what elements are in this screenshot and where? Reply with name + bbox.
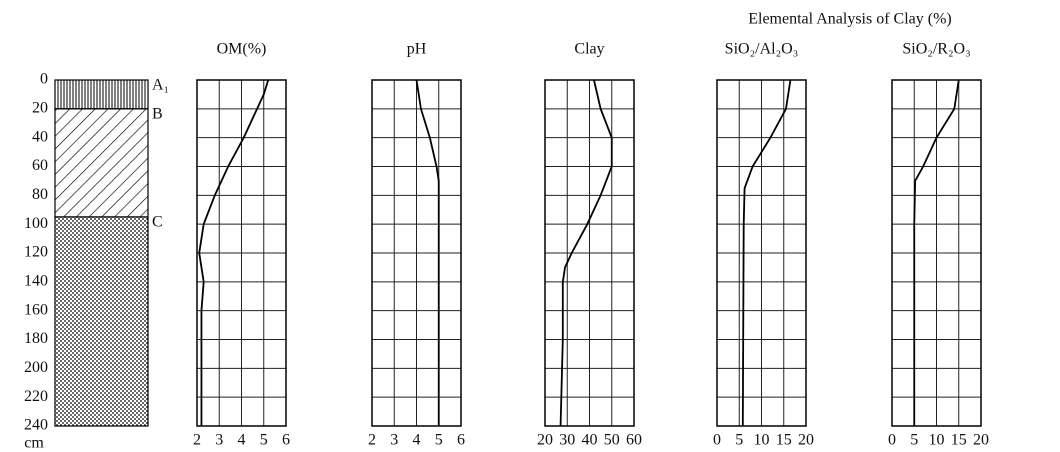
y-tick-label: 140 xyxy=(24,273,48,290)
profile-line xyxy=(415,79,440,426)
y-tick-label: 80 xyxy=(32,186,48,203)
x-tick-label: 15 xyxy=(776,432,792,449)
y-unit: cm xyxy=(24,435,44,452)
x-tick-label: 6 xyxy=(457,432,465,449)
x-tick-label: 5 xyxy=(260,432,268,449)
profile-line xyxy=(559,79,613,427)
x-tick-label: 3 xyxy=(390,432,398,449)
x-tick-label: 15 xyxy=(951,432,967,449)
y-tick-label: 160 xyxy=(24,301,48,318)
y-tick-label: 240 xyxy=(24,417,48,434)
horizon xyxy=(54,79,149,110)
panel-frame xyxy=(544,79,635,427)
panel-title: pH xyxy=(407,41,427,58)
x-tick-label: 60 xyxy=(626,432,642,449)
x-tick-label: 4 xyxy=(413,432,421,449)
x-tick-label: 10 xyxy=(929,432,945,449)
y-tick-label: 100 xyxy=(24,215,48,232)
panel-frame xyxy=(716,79,807,427)
x-tick-label: 2 xyxy=(193,432,201,449)
profile-line xyxy=(198,79,270,426)
x-tick-label: 6 xyxy=(282,432,290,449)
horizon-label: B xyxy=(152,106,163,123)
x-tick-label: 4 xyxy=(238,432,246,449)
x-tick-label: 20 xyxy=(973,432,989,449)
panel-title: SiO₂/Al₂O₃ xyxy=(725,41,799,58)
panel-title: SiO₂/R₂O₃ xyxy=(902,41,970,58)
y-tick-label: 180 xyxy=(24,330,48,347)
x-tick-label: 5 xyxy=(735,432,743,449)
x-tick-label: 50 xyxy=(604,432,620,449)
y-tick-label: 0 xyxy=(40,71,48,88)
x-tick-label: 5 xyxy=(910,432,918,449)
x-tick-label: 0 xyxy=(888,432,896,449)
panel-title: OM(%) xyxy=(217,41,267,58)
y-tick-label: 40 xyxy=(32,128,48,145)
horizon xyxy=(54,108,149,218)
x-tick-label: 30 xyxy=(559,432,575,449)
y-tick-label: 200 xyxy=(24,359,48,376)
y-tick-label: 20 xyxy=(32,100,48,117)
x-tick-label: 40 xyxy=(582,432,598,449)
y-tick-label: 220 xyxy=(24,388,48,405)
group-title: Elemental Analysis of Clay (%) xyxy=(748,11,952,28)
panel-title: Clay xyxy=(574,41,604,58)
profile-line xyxy=(741,79,792,427)
panel-frame xyxy=(196,79,287,427)
x-tick-label: 5 xyxy=(435,432,443,449)
x-tick-label: 0 xyxy=(713,432,721,449)
horizon-label: C xyxy=(152,214,163,231)
x-tick-label: 3 xyxy=(215,432,223,449)
y-tick-label: 120 xyxy=(24,244,48,261)
x-tick-label: 10 xyxy=(754,432,770,449)
x-tick-label: 20 xyxy=(537,432,553,449)
x-tick-label: 2 xyxy=(368,432,376,449)
horizon-label: A₁ xyxy=(152,77,169,94)
x-tick-label: 20 xyxy=(798,432,814,449)
horizon xyxy=(54,216,149,427)
panel-frame xyxy=(891,79,982,427)
profile-line xyxy=(913,79,960,426)
y-tick-label: 60 xyxy=(32,157,48,174)
